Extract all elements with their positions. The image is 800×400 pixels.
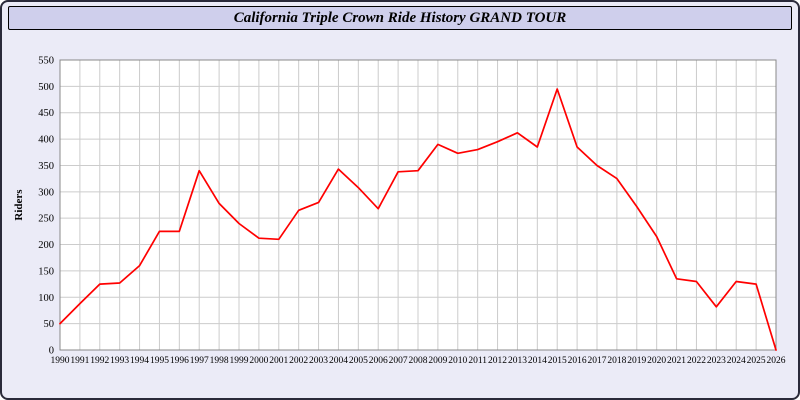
svg-text:2015: 2015 — [548, 356, 567, 366]
chart-area: 0 50 100 150 200 250 300 350 400 450 500 550 1990 199… — [10, 46, 794, 398]
svg-text:1996: 1996 — [170, 356, 189, 366]
svg-text:1997: 1997 — [190, 356, 209, 366]
svg-text:1999: 1999 — [230, 356, 249, 366]
svg-text:250: 250 — [38, 214, 54, 225]
svg-text:350: 350 — [38, 161, 54, 172]
svg-text:2009: 2009 — [428, 356, 447, 366]
svg-text:1990: 1990 — [51, 356, 70, 366]
svg-text:2006: 2006 — [369, 356, 388, 366]
svg-text:2025: 2025 — [747, 356, 766, 366]
svg-text:450: 450 — [38, 108, 54, 119]
svg-text:2020: 2020 — [647, 356, 666, 366]
svg-text:2008: 2008 — [409, 356, 428, 366]
svg-text:2000: 2000 — [249, 356, 268, 366]
svg-text:300: 300 — [38, 187, 54, 198]
svg-text:150: 150 — [38, 266, 54, 277]
svg-text:50: 50 — [44, 319, 55, 330]
svg-text:2004: 2004 — [329, 356, 348, 366]
svg-text:2003: 2003 — [309, 356, 328, 366]
svg-text:2005: 2005 — [349, 356, 368, 366]
svg-text:2007: 2007 — [389, 356, 408, 366]
svg-text:1998: 1998 — [210, 356, 229, 366]
svg-text:2024: 2024 — [727, 356, 746, 366]
svg-text:2014: 2014 — [528, 356, 547, 366]
svg-text:200: 200 — [38, 240, 54, 251]
svg-text:2012: 2012 — [488, 356, 507, 366]
chart-title: California Triple Crown Ride History GRA… — [233, 9, 567, 26]
svg-text:2001: 2001 — [269, 356, 288, 366]
chart-title-bar: California Triple Crown Ride History GRA… — [8, 6, 792, 30]
svg-text:2013: 2013 — [508, 356, 527, 366]
svg-text:550: 550 — [38, 56, 54, 67]
svg-text:2017: 2017 — [588, 356, 607, 366]
y-axis-label: Riders — [13, 189, 25, 221]
svg-text:2021: 2021 — [667, 356, 686, 366]
svg-text:100: 100 — [38, 293, 54, 304]
riders-series-line — [59, 88, 777, 351]
svg-text:1994: 1994 — [130, 356, 149, 366]
svg-text:1993: 1993 — [110, 356, 129, 366]
svg-text:2026: 2026 — [767, 356, 786, 366]
svg-text:0: 0 — [49, 346, 54, 357]
svg-text:1991: 1991 — [70, 356, 89, 366]
svg-text:2010: 2010 — [448, 356, 467, 366]
svg-text:2016: 2016 — [568, 356, 587, 366]
svg-text:2002: 2002 — [289, 356, 308, 366]
svg-text:2022: 2022 — [687, 356, 706, 366]
svg-text:2023: 2023 — [707, 356, 726, 366]
svg-text:1995: 1995 — [150, 356, 169, 366]
svg-text:500: 500 — [38, 82, 54, 93]
svg-text:400: 400 — [38, 135, 54, 146]
svg-text:1992: 1992 — [90, 356, 109, 366]
svg-text:2019: 2019 — [627, 356, 646, 366]
svg-text:2018: 2018 — [607, 356, 626, 366]
svg-text:2011: 2011 — [468, 356, 487, 366]
